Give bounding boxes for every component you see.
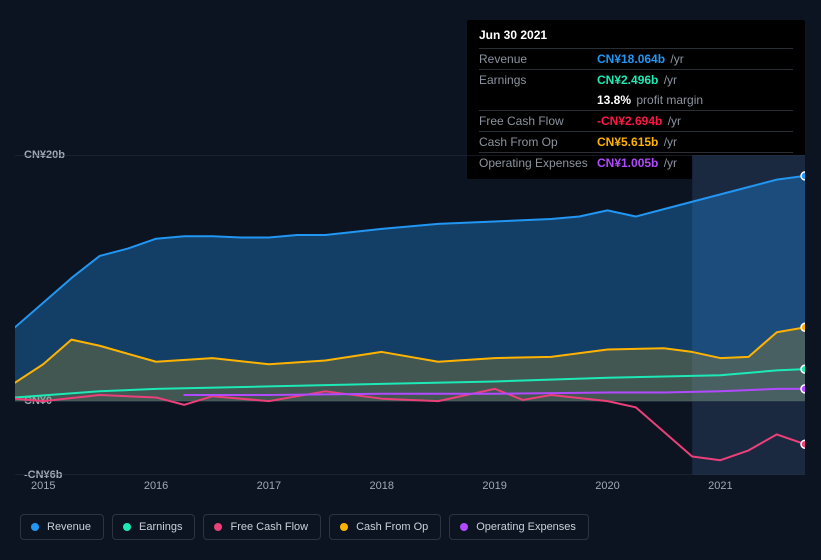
legend-item-label: Earnings [139, 521, 182, 533]
tooltip-date: Jun 30 2021 [479, 28, 793, 48]
legend-dot-icon [460, 523, 468, 531]
legend-item-label: Operating Expenses [476, 521, 576, 533]
tooltip-row-value: CN¥5.615b [597, 135, 658, 149]
legend-item-label: Revenue [47, 521, 91, 533]
tooltip-row-value: -CN¥2.694b [597, 114, 662, 128]
tooltip-row-label: Earnings [479, 72, 597, 88]
tooltip-row-label [479, 92, 597, 108]
tooltip-row-value: CN¥2.496b [597, 73, 658, 87]
tooltip-row: RevenueCN¥18.064b /yr [479, 48, 793, 69]
tooltip-row: Free Cash Flow-CN¥2.694b /yr [479, 110, 793, 131]
tooltip-row-suffix: /yr [667, 52, 684, 66]
legend: Revenue Earnings Free Cash Flow Cash From O… [20, 514, 589, 540]
tooltip-row-value: CN¥18.064b [597, 52, 665, 66]
x-axis-tick-label: 2017 [257, 480, 281, 492]
tooltip-row-suffix: profit margin [633, 93, 703, 107]
x-axis-labels: 2015 2016 2017 2018 2019 2020 2021 [15, 480, 805, 500]
legend-dot-icon [340, 523, 348, 531]
legend-item[interactable]: Revenue [20, 514, 104, 540]
tooltip-row: Cash From OpCN¥5.615b /yr [479, 131, 793, 152]
legend-item-label: Cash From Op [356, 521, 428, 533]
tooltip-row-label: Revenue [479, 51, 597, 67]
x-axis-tick-label: 2018 [370, 480, 394, 492]
tooltip-row-suffix: /yr [664, 114, 681, 128]
tooltip-row-label: Cash From Op [479, 134, 597, 150]
tooltip-row-label: Free Cash Flow [479, 113, 597, 129]
legend-item[interactable]: Operating Expenses [449, 514, 589, 540]
legend-item-label: Free Cash Flow [230, 521, 308, 533]
tooltip-row: 13.8% profit margin [479, 90, 793, 110]
legend-dot-icon [123, 523, 131, 531]
chart-area[interactable] [15, 155, 805, 495]
chart-svg [15, 155, 805, 475]
tooltip-row-suffix: /yr [660, 135, 677, 149]
tooltip-row-suffix: /yr [660, 73, 677, 87]
legend-dot-icon [31, 523, 39, 531]
legend-item[interactable]: Free Cash Flow [203, 514, 321, 540]
x-axis-tick-label: 2020 [595, 480, 619, 492]
x-axis-tick-label: 2016 [144, 480, 168, 492]
x-axis-tick-label: 2015 [31, 480, 55, 492]
x-axis-tick-label: 2021 [708, 480, 732, 492]
legend-dot-icon [214, 523, 222, 531]
tooltip-row-value: 13.8% [597, 93, 631, 107]
tooltip-row: EarningsCN¥2.496b /yr [479, 69, 793, 90]
legend-item[interactable]: Earnings [112, 514, 195, 540]
legend-item[interactable]: Cash From Op [329, 514, 441, 540]
x-axis-tick-label: 2019 [482, 480, 506, 492]
